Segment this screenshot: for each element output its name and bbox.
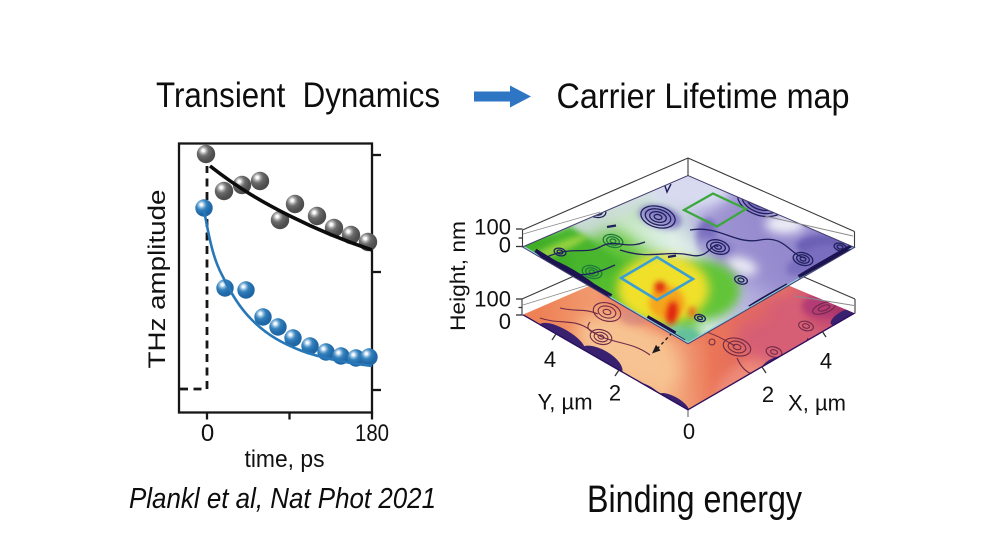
svg-text:0: 0 (201, 420, 214, 447)
svg-text:Plankl et al, Nat Phot 2021: Plankl et al, Nat Phot 2021 (129, 483, 436, 515)
svg-text:2: 2 (762, 382, 774, 407)
svg-text:Transient Dynamics: Transient Dynamics (156, 76, 440, 115)
svg-text:THz amplitude: THz amplitude (144, 190, 171, 369)
svg-text:0: 0 (499, 233, 511, 258)
svg-text:X, µm: X, µm (788, 391, 846, 416)
svg-text:0: 0 (499, 309, 511, 334)
svg-text:2: 2 (609, 381, 621, 406)
svg-text:100: 100 (474, 287, 511, 312)
svg-text:0: 0 (683, 419, 695, 444)
svg-text:Carrier Lifetime map: Carrier Lifetime map (557, 77, 850, 116)
svg-text:180: 180 (355, 420, 389, 447)
svg-text:Y, µm: Y, µm (537, 390, 592, 415)
svg-text:100: 100 (474, 215, 511, 240)
svg-text:time, ps: time, ps (245, 446, 325, 473)
svg-text:4: 4 (544, 347, 556, 372)
svg-text:Binding energy: Binding energy (587, 479, 802, 521)
svg-text:4: 4 (820, 349, 832, 374)
svg-text:Height, nm: Height, nm (447, 221, 470, 331)
